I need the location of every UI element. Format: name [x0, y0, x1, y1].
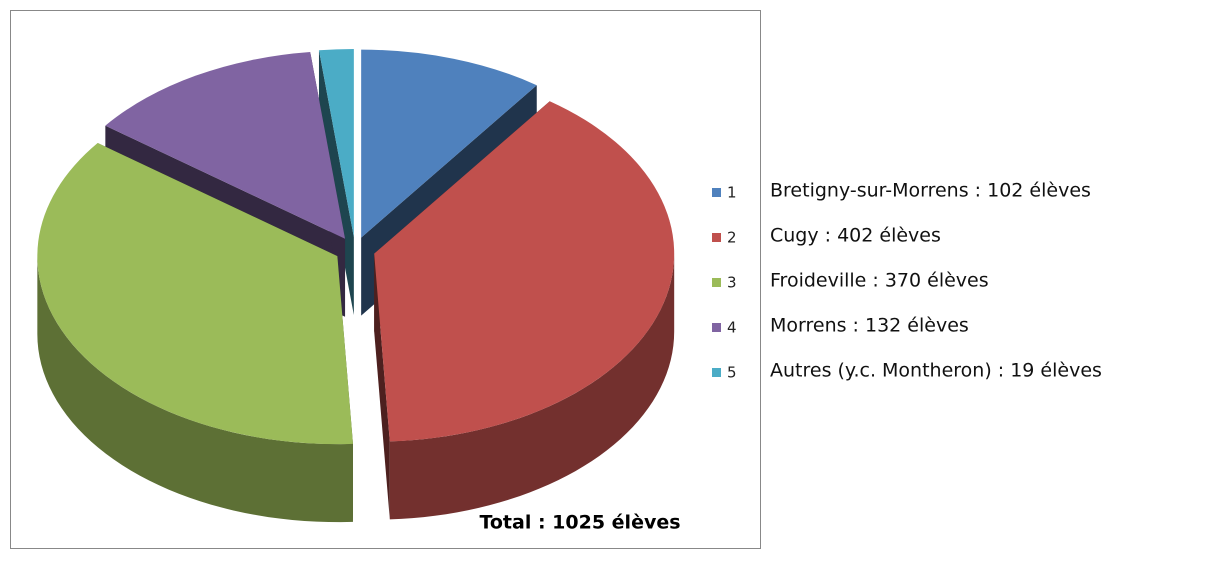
slice — [374, 101, 675, 442]
category-description: Bretigny-sur-Morrens : 102 élèves — [770, 180, 1091, 202]
slice-cut-face — [318, 50, 354, 316]
total-label: Total : 1025 élèves — [479, 512, 680, 534]
legend-swatch — [712, 368, 721, 377]
legend-swatch — [712, 323, 721, 332]
legend-swatch — [712, 233, 721, 242]
slice — [105, 51, 346, 239]
category-description: Morrens : 132 élèves — [770, 315, 969, 337]
legend-swatch — [712, 188, 721, 197]
category-description: Cugy : 402 élèves — [770, 225, 941, 247]
legend-label: 1 — [727, 184, 737, 202]
legend-label: 2 — [727, 229, 737, 247]
slice — [318, 49, 354, 238]
slice-side — [37, 256, 353, 523]
slice — [37, 143, 353, 445]
category-description: Froideville : 370 élèves — [770, 270, 989, 292]
legend-label: 5 — [727, 364, 737, 382]
legend-swatch — [712, 278, 721, 287]
legend-label: 4 — [727, 319, 737, 337]
category-description: Autres (y.c. Montheron) : 19 élèves — [770, 360, 1102, 382]
legend-label: 3 — [727, 274, 737, 292]
slice — [361, 49, 537, 238]
slice-cut-face — [374, 253, 390, 520]
slice-side — [389, 253, 675, 520]
